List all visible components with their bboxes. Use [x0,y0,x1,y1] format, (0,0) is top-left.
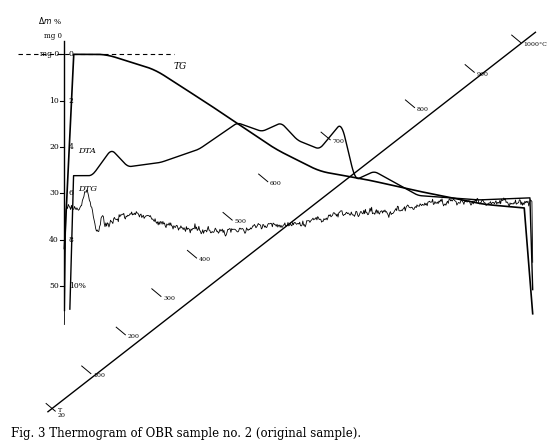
Text: mg 0: mg 0 [44,32,61,40]
Text: TG: TG [174,62,187,71]
Text: 400: 400 [199,258,211,262]
Text: 6: 6 [69,189,74,197]
Text: 8: 8 [69,236,74,244]
Text: 500: 500 [234,219,247,225]
Text: 50: 50 [49,282,59,290]
Text: 30: 30 [49,189,59,197]
Text: Fig. 3 Thermogram of OBR sample no. 2 (original sample).: Fig. 3 Thermogram of OBR sample no. 2 (o… [11,427,361,440]
Text: 10: 10 [49,97,59,105]
Text: 2: 2 [69,97,74,105]
Text: DTG: DTG [78,185,97,193]
Text: 200: 200 [127,334,140,339]
Text: DTA: DTA [78,147,96,155]
Text: 900: 900 [476,71,489,77]
Text: 300: 300 [163,296,175,301]
Text: 20: 20 [49,143,59,151]
Text: 0: 0 [69,50,74,58]
Text: T
20: T 20 [58,408,65,418]
Text: 40: 40 [49,236,59,244]
Text: 10%: 10% [69,282,86,290]
Text: 700: 700 [332,139,345,144]
Text: mg 0: mg 0 [40,50,59,58]
Text: 100: 100 [93,373,105,378]
Text: $\Delta m$ %: $\Delta m$ % [38,15,61,26]
Text: 1000°C: 1000°C [523,42,547,47]
Text: 600: 600 [270,181,282,186]
Text: 4: 4 [69,143,74,151]
Text: 800: 800 [417,107,429,112]
